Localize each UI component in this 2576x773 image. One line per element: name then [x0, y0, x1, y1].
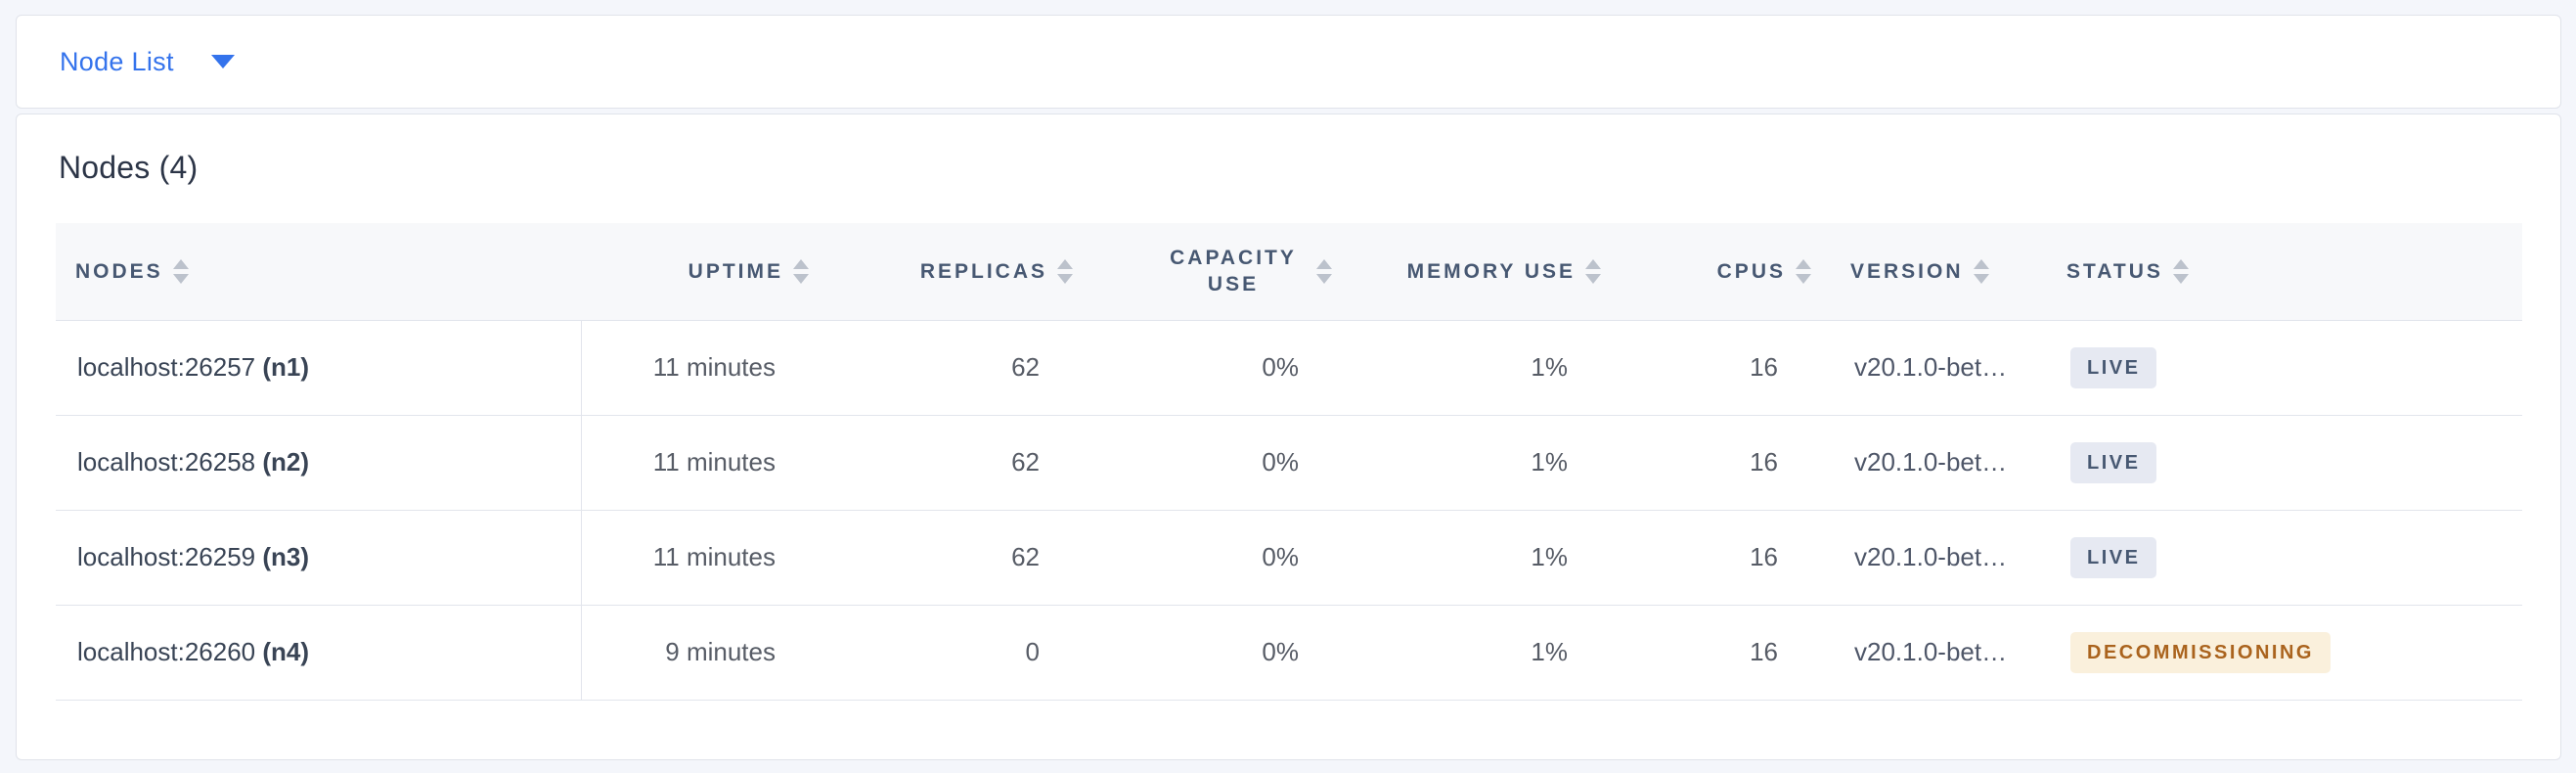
cpus-cell: 16	[1611, 320, 1821, 416]
nodes-panel: Nodes (4) Nodes Uptime Replicas	[16, 114, 2561, 760]
uptime-cell: 9 minutes	[581, 605, 819, 701]
uptime-cell: 11 minutes	[581, 320, 819, 416]
capacity-use-cell: 0%	[1083, 605, 1342, 701]
view-dropdown[interactable]: Node List	[60, 47, 235, 77]
uptime-cell: 11 minutes	[581, 415, 819, 511]
memory-use-cell: 1%	[1342, 605, 1611, 701]
capacity-use-cell: 0%	[1083, 320, 1342, 416]
memory-use-cell: 1%	[1342, 510, 1611, 606]
uptime-cell: 11 minutes	[581, 510, 819, 606]
replicas-cell: 62	[819, 415, 1083, 511]
replicas-cell: 0	[819, 605, 1083, 701]
capacity-use-cell: 0%	[1083, 510, 1342, 606]
version-cell: v20.1.0-bet…	[1821, 415, 2041, 511]
status-cell: Live	[2041, 320, 2522, 416]
status-cell: Live	[2041, 415, 2522, 511]
node-address-cell: localhost:26258 (n2)	[56, 415, 582, 511]
status-badge: Live	[2070, 536, 2157, 578]
replicas-cell: 62	[819, 320, 1083, 416]
table-row-node-1[interactable]: localhost:26257 (n1) 11 minutes 62 0% 1%…	[56, 320, 2522, 416]
node-address-cell: localhost:26260 (n4)	[56, 605, 582, 701]
view-selector-bar: Node List	[16, 15, 2561, 109]
sort-arrows-icon	[172, 258, 189, 284]
sort-arrows-icon	[1585, 258, 1601, 284]
node-address-cell: localhost:26257 (n1)	[56, 320, 582, 416]
view-dropdown-label: Node List	[60, 46, 174, 76]
version-cell: v20.1.0-bet…	[1821, 510, 2041, 606]
memory-use-cell: 1%	[1342, 415, 1611, 511]
column-header-cpus[interactable]: CPUs	[1611, 223, 1821, 321]
node-id: (n3)	[262, 542, 310, 571]
caret-down-icon	[210, 55, 235, 68]
memory-use-cell: 1%	[1342, 320, 1611, 416]
sort-arrows-icon	[1316, 258, 1332, 284]
node-id: (n4)	[262, 637, 310, 666]
version-cell: v20.1.0-bet…	[1821, 605, 2041, 701]
capacity-use-cell: 0%	[1083, 415, 1342, 511]
table-row-node-3[interactable]: localhost:26259 (n3) 11 minutes 62 0% 1%…	[56, 510, 2522, 606]
node-id: (n2)	[262, 447, 310, 477]
column-header-memory-use[interactable]: Memory Use	[1342, 223, 1611, 321]
status-badge: Live	[2070, 441, 2157, 483]
cpus-cell: 16	[1611, 605, 1821, 701]
status-badge: Decommissioning	[2070, 631, 2331, 673]
node-id: (n1)	[262, 352, 310, 382]
column-header-replicas[interactable]: Replicas	[819, 223, 1083, 321]
cpus-cell: 16	[1611, 415, 1821, 511]
sort-arrows-icon	[793, 258, 809, 284]
column-header-capacity-use[interactable]: Capacity Use	[1083, 223, 1342, 321]
cpus-cell: 16	[1611, 510, 1821, 606]
sort-arrows-icon	[1796, 258, 1811, 284]
column-header-version[interactable]: Version	[1821, 223, 2041, 321]
table-header-row: Nodes Uptime Replicas Capacity Use M	[56, 223, 2522, 321]
status-cell: Live	[2041, 510, 2522, 606]
version-cell: v20.1.0-bet…	[1821, 320, 2041, 416]
page-title: Nodes (4)	[59, 150, 199, 185]
node-list-table: Nodes Uptime Replicas Capacity Use M	[56, 223, 2522, 701]
sort-arrows-icon	[2172, 258, 2189, 284]
table-row-node-2[interactable]: localhost:26258 (n2) 11 minutes 62 0% 1%…	[56, 415, 2522, 511]
node-address-cell: localhost:26259 (n3)	[56, 510, 582, 606]
column-header-status[interactable]: Status	[2041, 223, 2522, 321]
status-cell: Decommissioning	[2041, 605, 2522, 701]
column-header-uptime[interactable]: Uptime	[581, 223, 819, 321]
replicas-cell: 62	[819, 510, 1083, 606]
table-row-node-4[interactable]: localhost:26260 (n4) 9 minutes 0 0% 1% 1…	[56, 605, 2522, 701]
sort-arrows-icon	[1973, 258, 1989, 284]
column-header-nodes[interactable]: Nodes	[56, 223, 581, 321]
sort-arrows-icon	[1057, 258, 1073, 284]
status-badge: Live	[2070, 346, 2157, 388]
